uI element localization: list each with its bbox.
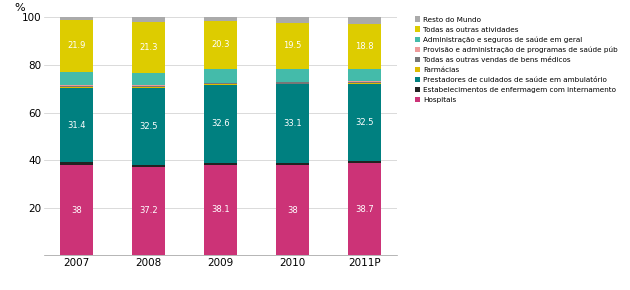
Bar (204, 163, 237, 165)
Bar (348, 24, 381, 69)
Legend: Resto do Mundo, Todas as outras atividades, Administração e seguros de saúde em : Resto do Mundo, Todas as outras atividad… (415, 16, 618, 103)
Bar (348, 84, 381, 161)
Bar (60, 86, 93, 87)
Bar (277, 23, 309, 69)
Bar (348, 163, 381, 255)
Text: 19.5: 19.5 (284, 41, 302, 50)
Text: 37.2: 37.2 (139, 206, 158, 215)
Bar (60, 165, 93, 255)
Bar (132, 22, 164, 72)
Bar (132, 167, 164, 255)
Text: 32.5: 32.5 (355, 118, 374, 127)
Text: 18.8: 18.8 (355, 42, 374, 51)
Text: 38.1: 38.1 (211, 205, 230, 214)
Bar (132, 17, 164, 22)
Bar (204, 84, 237, 85)
Y-axis label: %: % (14, 3, 25, 13)
Bar (60, 88, 93, 162)
Bar (277, 17, 309, 23)
Text: 21.9: 21.9 (67, 41, 86, 50)
Bar (277, 82, 309, 84)
Bar (348, 17, 381, 24)
Bar (204, 17, 237, 21)
Bar (132, 165, 164, 167)
Bar (60, 87, 93, 88)
Bar (132, 87, 164, 88)
Bar (277, 69, 309, 81)
Bar (348, 69, 381, 81)
Bar (60, 72, 93, 85)
Bar (132, 88, 164, 165)
Text: 21.3: 21.3 (139, 43, 158, 52)
Bar (204, 165, 237, 255)
Bar (204, 21, 237, 69)
Bar (277, 81, 309, 82)
Text: 31.4: 31.4 (67, 121, 86, 130)
Bar (132, 85, 164, 86)
Bar (348, 83, 381, 84)
Text: 38: 38 (71, 206, 82, 215)
Bar (132, 86, 164, 87)
Bar (277, 163, 309, 165)
Bar (348, 81, 381, 82)
Bar (60, 20, 93, 72)
Bar (204, 69, 237, 83)
Bar (60, 162, 93, 165)
Bar (277, 84, 309, 163)
Bar (348, 161, 381, 163)
Text: 38.7: 38.7 (355, 205, 374, 214)
Bar (277, 165, 309, 255)
Bar (132, 72, 164, 85)
Text: 32.5: 32.5 (139, 122, 158, 131)
Bar (204, 85, 237, 163)
Bar (60, 85, 93, 86)
Bar (60, 17, 93, 20)
Text: 38: 38 (287, 206, 298, 215)
Text: 20.3: 20.3 (211, 40, 230, 49)
Bar (204, 83, 237, 84)
Bar (348, 82, 381, 83)
Text: 32.6: 32.6 (211, 119, 230, 128)
Text: 33.1: 33.1 (284, 119, 302, 128)
